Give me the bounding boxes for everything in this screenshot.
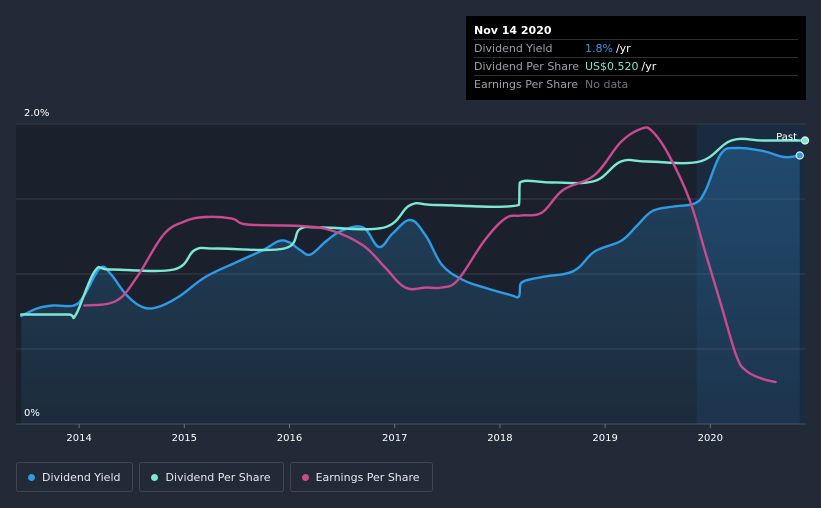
tooltip-row-dividend-yield: Dividend Yield 1.8%/yr	[474, 39, 798, 57]
legend-dot-icon	[301, 473, 309, 481]
y-tick-label-bottom: 0%	[24, 408, 40, 419]
earnings-per-share-line	[83, 126, 777, 384]
dividend-yield-area	[21, 147, 800, 425]
legend-dot-icon	[151, 473, 159, 481]
x-tick-label: 2017	[382, 433, 407, 444]
tooltip-row-dividend-per-share: Dividend Per Share US$0.520/yr	[474, 57, 798, 75]
x-tick-label: 2016	[277, 433, 302, 444]
tooltip-value: US$0.520	[585, 60, 639, 73]
legend-item-earnings-per-share[interactable]: Earnings Per Share	[289, 462, 433, 492]
tooltip-value: No data	[585, 78, 629, 91]
tooltip-unit: /yr	[615, 42, 631, 55]
dividend-yield-line	[20, 146, 801, 318]
dividend-per-share-end-dot	[800, 136, 810, 145]
tooltip-unit: /yr	[641, 60, 657, 73]
x-tick-label: 2018	[487, 433, 512, 444]
x-tick-label: 2020	[698, 433, 723, 444]
y-tick-label-top: 2.0%	[24, 108, 49, 119]
legend-dot-icon	[28, 473, 35, 481]
legend-item-dividend-per-share[interactable]: Dividend Per Share	[139, 462, 284, 492]
legend-item-dividend-yield[interactable]: Dividend Yield	[16, 462, 134, 492]
x-tick-label: 2014	[66, 433, 91, 444]
tooltip-date: Nov 14 2020	[474, 24, 552, 37]
past-label: Past	[776, 132, 797, 143]
legend-label: Dividend Yield	[42, 470, 121, 484]
dividend-per-share-line	[20, 137, 807, 320]
tooltip-label: Dividend Per Share	[474, 60, 580, 73]
tooltip-label: Earnings Per Share	[474, 78, 579, 91]
tooltip-label: Dividend Yield	[474, 42, 553, 55]
legend-label: Earnings Per Share	[315, 470, 420, 484]
tooltip-value: 1.8%	[585, 42, 613, 55]
dividend-yield-end-dot	[795, 151, 804, 160]
legend-label: Dividend Per Share	[165, 470, 271, 484]
x-tick-label: 2019	[592, 433, 617, 444]
tooltip-row-earnings-per-share: Earnings Per Share No data	[474, 75, 798, 93]
legend: Dividend Yield Dividend Per Share Earnin…	[16, 462, 433, 492]
x-tick-label: 2015	[172, 433, 197, 444]
tooltip-panel: Nov 14 2020 Dividend Yield 1.8%/yr Divid…	[466, 16, 806, 100]
